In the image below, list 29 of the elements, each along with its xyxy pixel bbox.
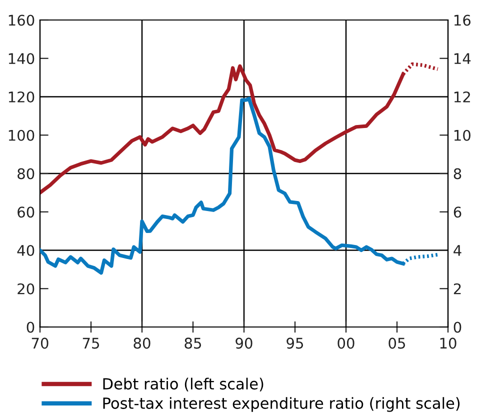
x-tick-label: 05 [388,338,406,349]
y2-tick-label: 16 [454,14,470,26]
y-tick-label: 60 [18,206,34,218]
x-tick-label: 90 [236,338,252,349]
y-tick-label: 120 [8,91,34,102]
y2-tick-label: 4 [454,245,462,256]
y-tick-label: 80 [18,168,34,180]
x-tick-label: 00 [338,338,354,349]
y2-tick-label: 2 [454,283,461,294]
x-tick-label: 75 [82,338,100,349]
y2-tick-label: 12 [454,91,470,102]
x-tick-label: 10 [440,338,456,349]
y-tick-label: 0 [26,322,34,333]
x-tick-label: 85 [184,338,202,349]
x-tick-label: 80 [134,338,150,349]
y2-tick-label: 10 [454,130,470,141]
y-tick-label: 100 [8,130,34,141]
y-tick-label: 20 [18,283,34,294]
y2-tick-label: 6 [454,206,462,218]
y2-tick-label: 14 [454,53,471,64]
y-tick-label: 140 [8,53,34,64]
legend-label: Post-tax interest expenditure ratio (right scale) [103,397,460,412]
x-tick-label: 70 [32,338,48,349]
legend-label: Debt ratio (left scale) [103,378,264,392]
y-tick-label: 160 [8,14,34,26]
y2-tick-label: 0 [454,322,462,333]
y2-tick-label: 8 [454,168,462,180]
y-tick-label: 40 [17,244,34,256]
x-tick-label: 95 [286,338,304,349]
